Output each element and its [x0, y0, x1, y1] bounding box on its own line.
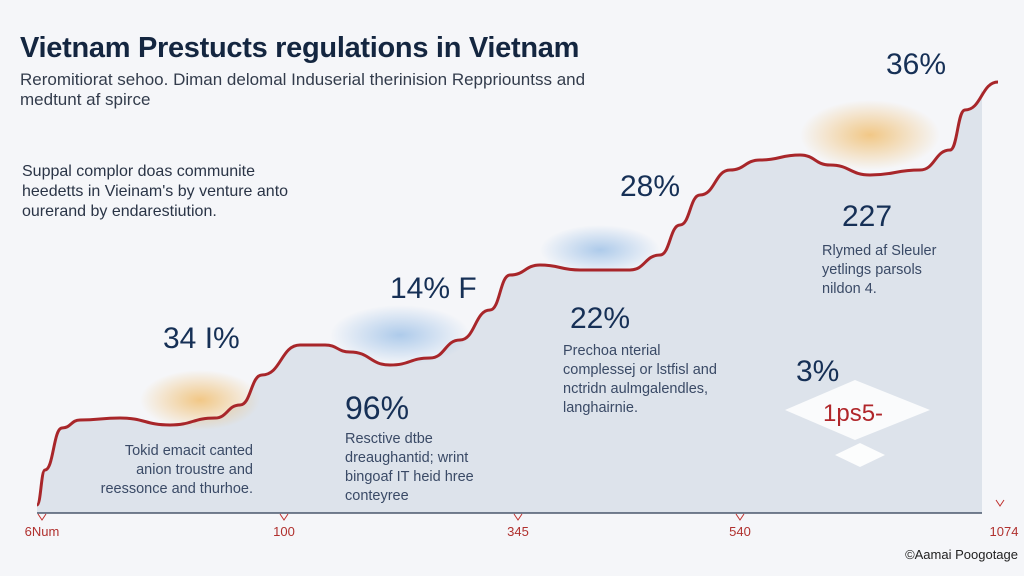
- gold-splash: [140, 370, 260, 430]
- blue-splash: [540, 225, 660, 275]
- x-tick-mark: [513, 513, 523, 521]
- stamp-graphic: [785, 380, 930, 467]
- x-tick-label: 540: [729, 524, 751, 539]
- annotation-text: Rlymed af Sleuler yetlings parsols nildo…: [822, 243, 937, 297]
- page-title: Vietnam Prestucts regulations in Vietnam: [20, 32, 580, 64]
- annotation-text: Tokid emacit canted anion troustre and r…: [100, 443, 253, 497]
- gold-splash: [800, 100, 940, 170]
- annotation-value: 14% F: [390, 272, 477, 305]
- annotation-value: 3%: [796, 355, 840, 388]
- annotation-value: 36%: [886, 48, 947, 81]
- annotation-value: 22%: [570, 302, 631, 335]
- annotation-value: 96%: [345, 390, 410, 426]
- annotation-text: Prechoa nterial complessej or lstfisl an…: [563, 343, 717, 416]
- x-tick-label: 6Num: [25, 524, 60, 539]
- chart-area-fill: [37, 89, 982, 514]
- x-tick-mark: [279, 513, 289, 521]
- blue-splash: [330, 305, 470, 365]
- stamp-text: 1ps5-: [823, 400, 884, 427]
- chart-line: [35, 80, 999, 507]
- intro-text: Suppal complor doas communite heedetts i…: [22, 163, 289, 220]
- annotation-value: 34 I%: [163, 322, 240, 355]
- subtitle: Reromitiorat sehoo. Diman delomal Induse…: [20, 70, 586, 109]
- annotation-text: Resctive dtbe dreaughantid; wrint bingoa…: [345, 431, 474, 504]
- x-tick-mark: [37, 513, 47, 521]
- x-tick-mark: [735, 513, 745, 521]
- annotation-value: 28%: [620, 170, 681, 203]
- x-tick-label: 100: [273, 524, 295, 539]
- x-tick-mark: [995, 499, 1005, 507]
- x-tick-label: 1074: [990, 524, 1019, 539]
- annotation-value: 227: [842, 200, 893, 233]
- x-tick-label: 345: [507, 524, 529, 539]
- credit-text: ©Aamai Poogotage: [905, 547, 1018, 562]
